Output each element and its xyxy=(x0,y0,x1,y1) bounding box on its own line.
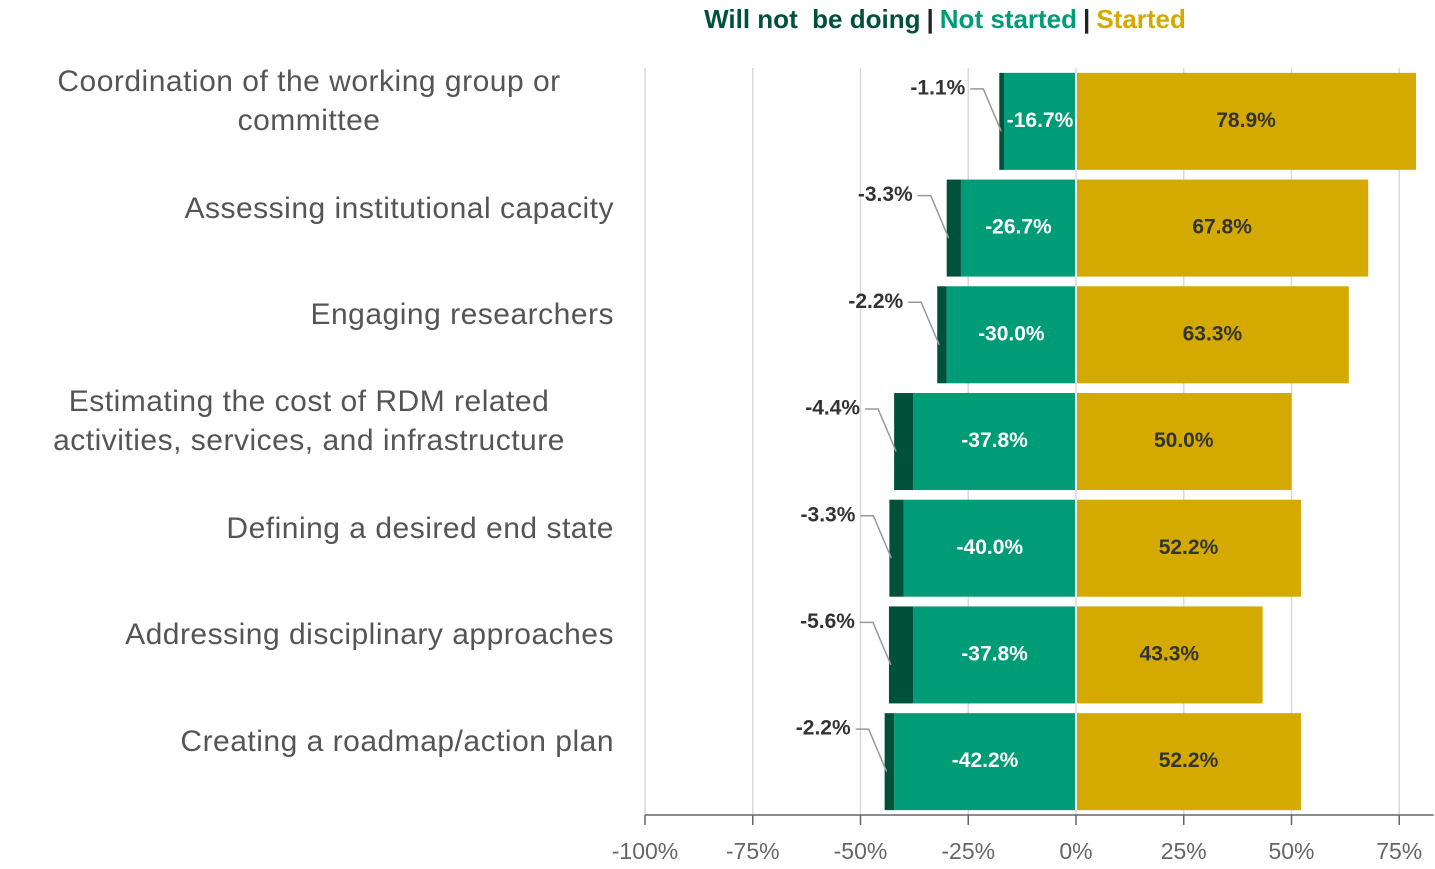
bar xyxy=(888,606,914,704)
category-label-box: Coordination of the working group or com… xyxy=(4,48,614,155)
bar xyxy=(913,393,1076,490)
bar xyxy=(946,179,961,277)
bar xyxy=(913,606,1076,704)
bar xyxy=(903,499,1076,597)
bar xyxy=(889,499,904,597)
x-tick-label: 0% xyxy=(1059,838,1092,864)
data-label: -3.3% xyxy=(858,183,913,206)
data-label: -2.2% xyxy=(796,717,851,740)
data-label: 67.8% xyxy=(1192,216,1252,239)
category-label-box: Creating a roadmap/action plan xyxy=(4,688,614,795)
data-label: -5.6% xyxy=(800,610,855,633)
x-tick-label: 75% xyxy=(1376,838,1422,864)
data-label: 63.3% xyxy=(1183,322,1243,345)
legend-entry: Not started xyxy=(940,4,1077,34)
bar xyxy=(1076,179,1369,277)
data-label: 50.0% xyxy=(1154,429,1214,452)
bar xyxy=(1076,606,1263,704)
bar xyxy=(1076,499,1301,597)
data-label: 78.9% xyxy=(1216,109,1276,132)
data-label: -4.4% xyxy=(805,397,860,420)
category-label: Defining a desired end state xyxy=(226,511,614,545)
bar xyxy=(894,393,914,490)
legend-separator: | xyxy=(927,4,934,34)
bar xyxy=(999,72,1005,170)
data-label: -40.0% xyxy=(957,536,1024,559)
bar xyxy=(894,713,1076,811)
category-label: Addressing disciplinary approaches xyxy=(125,618,614,652)
bar xyxy=(946,286,1076,384)
legend-entry: Will not be doing xyxy=(704,4,920,34)
category-label-box: Engaging researchers xyxy=(4,261,614,368)
data-label: -26.7% xyxy=(985,216,1052,239)
bar xyxy=(937,286,947,384)
legend-separator: | xyxy=(1083,4,1090,34)
bar xyxy=(1004,72,1076,170)
data-label: 52.2% xyxy=(1159,749,1219,772)
data-label: -2.2% xyxy=(848,290,903,313)
bar xyxy=(1076,72,1417,170)
bar xyxy=(960,179,1076,277)
data-label: 52.2% xyxy=(1159,536,1219,559)
bar xyxy=(884,713,895,811)
bar xyxy=(1076,286,1349,384)
leader-line xyxy=(855,728,888,772)
category-label: Coordination of the working group or com… xyxy=(57,65,561,138)
leader-line xyxy=(917,194,950,239)
category-label: Engaging researchers xyxy=(310,298,614,332)
leader-line xyxy=(859,621,892,666)
x-tick-label: -50% xyxy=(834,838,888,864)
x-tick-label: -75% xyxy=(726,838,780,864)
data-label: -30.0% xyxy=(978,322,1045,345)
data-label: -3.3% xyxy=(801,503,856,526)
category-label-box: Estimating the cost of RDM related activ… xyxy=(4,368,614,475)
x-tick-label: -25% xyxy=(941,838,995,864)
leader-line xyxy=(908,301,940,346)
category-label: Estimating the cost of RDM related activ… xyxy=(53,385,565,458)
leader-line xyxy=(970,88,1002,132)
data-label: -42.2% xyxy=(952,749,1019,772)
x-tick-label: -100% xyxy=(612,838,678,864)
x-tick-label: 25% xyxy=(1161,838,1207,864)
legend: Will not be doing | Not started | Started xyxy=(704,4,1186,34)
data-label: -1.1% xyxy=(910,76,965,99)
bar xyxy=(1076,393,1292,490)
x-tick-label: 50% xyxy=(1268,838,1314,864)
category-label-box: Assessing institutional capacity xyxy=(4,155,614,262)
data-label: 43.3% xyxy=(1140,642,1200,665)
category-label: Assessing institutional capacity xyxy=(184,191,614,225)
category-label: Creating a roadmap/action plan xyxy=(180,725,614,759)
data-label: -37.8% xyxy=(961,642,1028,665)
category-label-box: Defining a desired end state xyxy=(4,475,614,582)
bar xyxy=(1076,713,1301,811)
data-label: -37.8% xyxy=(961,429,1028,452)
data-label: -16.7% xyxy=(1007,109,1074,132)
leader-line xyxy=(860,514,893,559)
category-label-box: Addressing disciplinary approaches xyxy=(4,582,614,689)
legend-entry: Started xyxy=(1096,4,1186,34)
leader-line xyxy=(865,408,897,452)
